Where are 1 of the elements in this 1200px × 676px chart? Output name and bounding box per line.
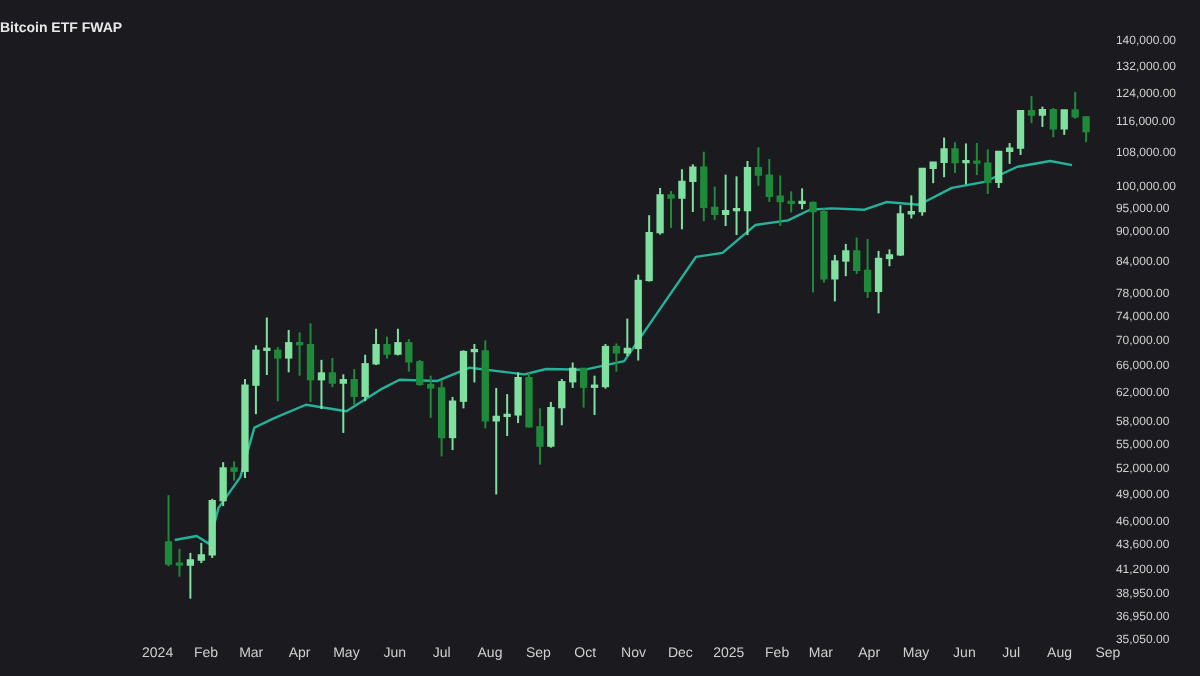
candlestick [667,189,675,229]
